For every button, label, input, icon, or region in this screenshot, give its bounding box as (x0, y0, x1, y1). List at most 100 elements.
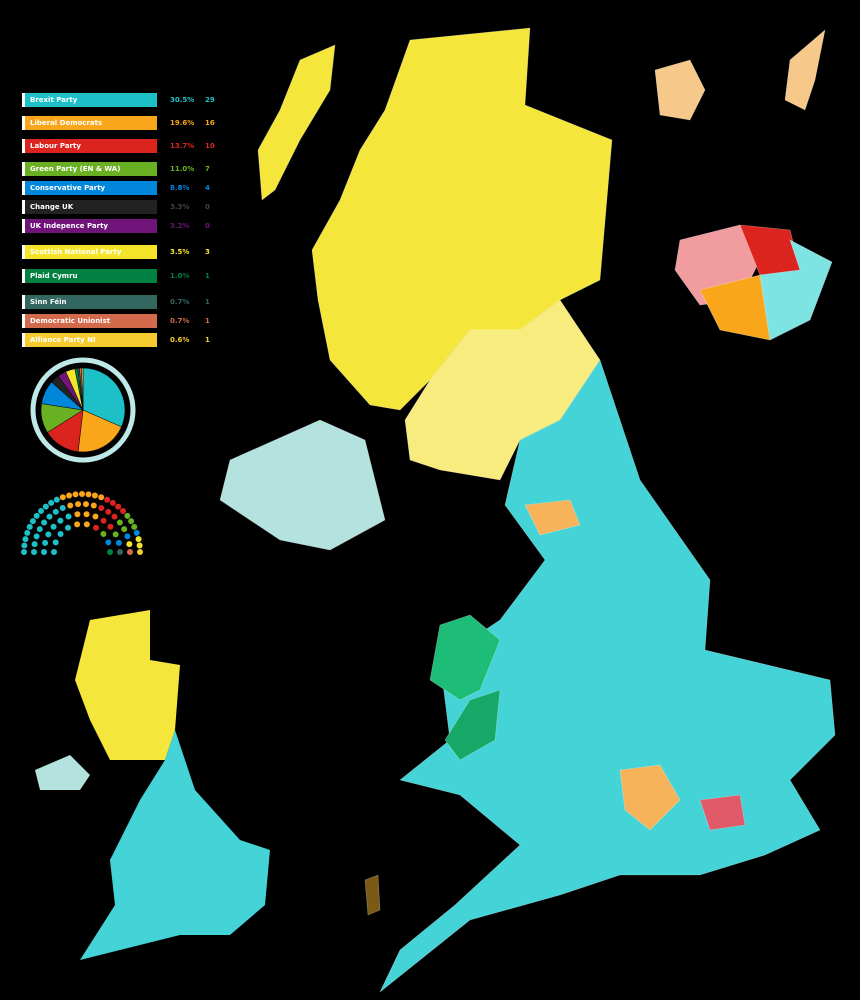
seat (41, 549, 47, 555)
pie-slice (81, 367, 84, 411)
small-ni (35, 755, 90, 790)
seat (120, 507, 127, 514)
seat (79, 491, 85, 497)
party-share: 3.3% (170, 203, 189, 211)
seat (74, 521, 81, 528)
london-outer (759, 239, 833, 341)
orkney (654, 59, 706, 121)
small-england (80, 730, 270, 960)
seat (127, 549, 133, 555)
party-bar (22, 333, 157, 347)
party-name: Liberal Democrats (30, 119, 102, 127)
seat (100, 517, 107, 524)
seat (37, 507, 44, 514)
party-name: Sinn Féin (30, 298, 66, 306)
party-seats: 1 (205, 272, 210, 280)
seat (52, 508, 59, 515)
party-bar (22, 295, 157, 309)
small-scotland (75, 610, 180, 760)
seat (105, 508, 112, 515)
seat (65, 513, 72, 520)
party-bar (22, 314, 157, 328)
party-name: Brexit Party (30, 96, 78, 104)
seat (75, 501, 82, 508)
party-seats: 1 (205, 298, 210, 306)
party-name: Plaid Cymru (30, 272, 78, 280)
seat (45, 531, 52, 538)
wales-west (444, 689, 501, 761)
seat (126, 541, 133, 548)
party-name: UK Indepence Party (30, 222, 108, 230)
seat (31, 549, 37, 555)
isle-of-man (364, 874, 381, 916)
party-share: 30.5% (170, 96, 194, 104)
seat (93, 524, 99, 531)
seat (26, 523, 33, 530)
seat (124, 533, 131, 540)
party-swatch (22, 116, 25, 130)
party-share: 1.0% (170, 272, 189, 280)
seat (33, 533, 40, 540)
seat (24, 529, 31, 536)
seat (107, 523, 114, 530)
seat (36, 526, 43, 533)
seat (131, 523, 138, 530)
party-name: Conservative Party (30, 184, 106, 192)
seat (136, 542, 143, 549)
seat (98, 494, 105, 501)
party-share: 0.7% (170, 298, 189, 306)
party-bar (22, 245, 157, 259)
seat (31, 541, 38, 548)
party-swatch (22, 162, 25, 176)
seat (57, 517, 64, 524)
seat (21, 549, 27, 555)
party-swatch (22, 181, 25, 195)
london (699, 794, 746, 831)
seat (100, 531, 107, 538)
wales-north (429, 614, 501, 701)
shetland (784, 29, 826, 111)
small-map (35, 610, 270, 960)
seat (57, 531, 64, 538)
party-swatch (22, 93, 25, 107)
seat (59, 505, 66, 512)
party-bar (22, 219, 157, 233)
main-map (219, 27, 836, 993)
pie-slice (77, 409, 122, 453)
seat (104, 496, 111, 503)
seat (91, 492, 98, 499)
party-seats: 1 (205, 317, 210, 325)
scotland-north (311, 27, 613, 411)
seat (92, 513, 99, 520)
northern-ireland (219, 419, 386, 551)
party-seats: 7 (205, 165, 210, 173)
seat (52, 539, 59, 546)
seat (109, 499, 116, 506)
seat (133, 529, 140, 536)
seat (116, 519, 123, 526)
seat (83, 521, 90, 528)
western-isles (257, 44, 336, 201)
seat (50, 523, 57, 530)
seat (42, 503, 49, 510)
party-bar (22, 269, 157, 283)
party-share: 3.2% (170, 222, 189, 230)
party-seats: 16 (205, 119, 215, 127)
party-seats: 1 (205, 336, 210, 344)
seat (46, 513, 53, 520)
seat (105, 539, 112, 546)
party-bar (22, 93, 157, 107)
party-share: 3.5% (170, 248, 189, 256)
party-seats: 0 (205, 203, 210, 211)
legend: Brexit Party 30.5% 29 Liberal Democrats 19.6… (22, 93, 215, 347)
seat (98, 505, 105, 512)
seat (121, 526, 128, 533)
party-name: Labour Party (30, 142, 81, 150)
seat (48, 499, 55, 506)
party-share: 0.6% (170, 336, 189, 344)
seat (107, 549, 113, 555)
party-swatch (22, 139, 25, 153)
seat (65, 524, 71, 531)
lib-dem-south (619, 764, 681, 831)
party-swatch (22, 200, 25, 214)
